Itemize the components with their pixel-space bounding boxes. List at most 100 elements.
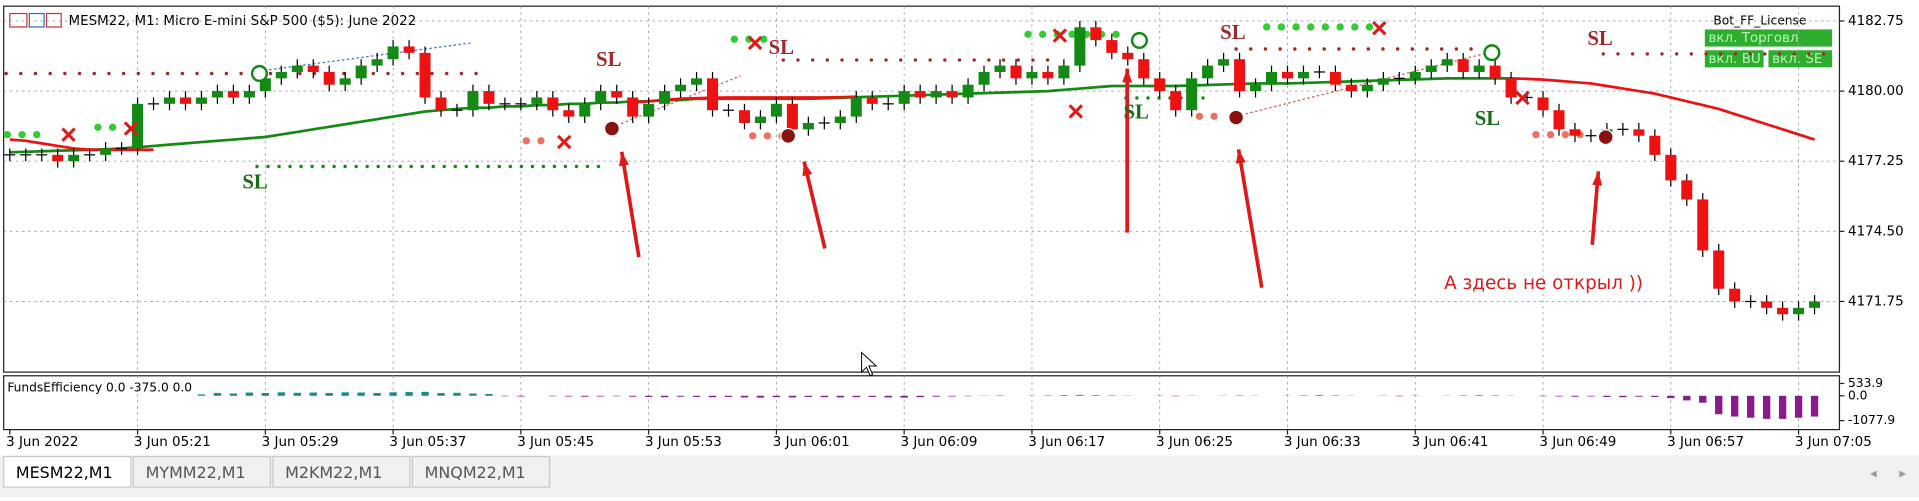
level-dot — [749, 132, 756, 139]
candle-body — [1713, 250, 1724, 288]
histogram-bar — [1763, 396, 1770, 419]
level-dot — [4, 131, 11, 138]
indicator-label: FundsEfficiency 0.0 -375.0 0.0 — [7, 381, 192, 395]
histogram-bar — [948, 396, 955, 397]
button-label[interactable]: вкл. Торговл — [1708, 31, 1798, 46]
histogram-bar — [421, 392, 428, 396]
level-dot — [764, 132, 771, 139]
level-dot — [1351, 23, 1358, 30]
histogram-bar — [645, 396, 652, 397]
candle-body — [627, 97, 638, 116]
level-dot — [122, 72, 125, 75]
candle-body — [515, 103, 526, 104]
histogram-bar — [725, 396, 732, 397]
level-dot — [1278, 47, 1281, 50]
candle-body — [691, 78, 702, 84]
tab-label[interactable]: MNQM22,M1 — [425, 463, 526, 482]
level-dot — [109, 124, 116, 131]
tab-label[interactable]: MYMM22,M1 — [146, 463, 246, 482]
histogram-bar — [310, 393, 317, 396]
candle-body — [244, 91, 255, 97]
level-dot — [870, 58, 873, 61]
level-dot — [1532, 131, 1539, 138]
scroll-left[interactable]: ◂ — [1870, 467, 1877, 482]
level-dot — [1704, 52, 1707, 55]
candle-body — [499, 103, 510, 104]
candle-body — [531, 97, 542, 103]
histogram-bar — [581, 396, 588, 397]
candle-body — [1346, 85, 1357, 91]
candle-body — [867, 97, 878, 103]
candle-body — [787, 104, 798, 130]
level-dot — [372, 72, 375, 75]
candle-body — [1426, 66, 1437, 72]
level-dot — [914, 58, 917, 61]
level-dot — [1278, 23, 1285, 30]
candle-body — [483, 91, 494, 104]
level-dot — [19, 72, 22, 75]
histogram-bar — [661, 396, 668, 397]
level-dot — [1017, 58, 1020, 61]
histogram-bar — [1092, 395, 1099, 396]
histogram-bar — [709, 396, 716, 397]
sl-label: SL — [596, 48, 621, 71]
tab-label[interactable]: M2KM22,M1 — [285, 463, 382, 482]
y-tick-label: 4182.75 — [1848, 14, 1904, 29]
level-dot — [1734, 52, 1737, 55]
candle-body — [1809, 301, 1820, 307]
level-dot — [487, 165, 490, 168]
candle-body — [1490, 66, 1501, 79]
level-dot — [1196, 113, 1203, 120]
level-dot — [1264, 47, 1267, 50]
histogram-bar — [757, 396, 764, 398]
level-dot — [840, 58, 843, 61]
candle-body — [1681, 180, 1692, 199]
level-dot — [94, 124, 101, 131]
candle-body — [1170, 91, 1181, 110]
candle-body — [1314, 71, 1325, 72]
level-dot — [332, 165, 335, 168]
level-dot — [509, 165, 512, 168]
candle-body — [739, 110, 750, 123]
candle-body — [228, 91, 239, 97]
candle-body — [1362, 85, 1373, 91]
candle-body — [1761, 301, 1772, 307]
level-dot — [1112, 31, 1119, 38]
x-tick-label: 3 Jun 06:09 — [901, 435, 978, 450]
level-dot — [1381, 47, 1384, 50]
sl-label: SL — [1220, 21, 1245, 44]
x-tick-label: 3 Jun 06:01 — [773, 435, 850, 450]
candle-body — [1777, 308, 1788, 314]
level-dot — [1366, 23, 1373, 30]
candle-body — [723, 110, 734, 111]
histogram-bar — [885, 396, 892, 398]
histogram-bar — [932, 396, 939, 397]
level-dot — [1748, 52, 1751, 55]
candle-body — [1010, 66, 1021, 79]
level-dot — [1440, 47, 1443, 50]
scroll-right[interactable]: ▸ — [1899, 467, 1906, 482]
level-dot — [782, 58, 785, 61]
level-dot — [899, 58, 902, 61]
level-dot — [760, 36, 767, 43]
candle-body — [356, 66, 367, 79]
candle-body — [851, 97, 862, 116]
candle-body — [420, 53, 431, 98]
level-dot — [298, 72, 301, 75]
level-dot — [1293, 47, 1296, 50]
candle-body — [771, 104, 782, 117]
tab-label[interactable]: MESM22,M1 — [16, 463, 113, 482]
level-dot — [416, 72, 419, 75]
candle-body — [1330, 72, 1341, 85]
level-dot — [376, 165, 379, 168]
candle-body — [196, 97, 207, 103]
histogram-bar — [1635, 396, 1642, 397]
histogram-bar — [278, 392, 285, 395]
candle-body — [547, 97, 558, 110]
candle-body — [276, 72, 287, 78]
close-marker — [1598, 130, 1613, 145]
candle-body — [1665, 155, 1676, 181]
candle-body — [308, 66, 319, 72]
y-tick-label: 4174.50 — [1848, 224, 1904, 239]
indicator-tick-label: -1077.9 — [1848, 413, 1895, 427]
